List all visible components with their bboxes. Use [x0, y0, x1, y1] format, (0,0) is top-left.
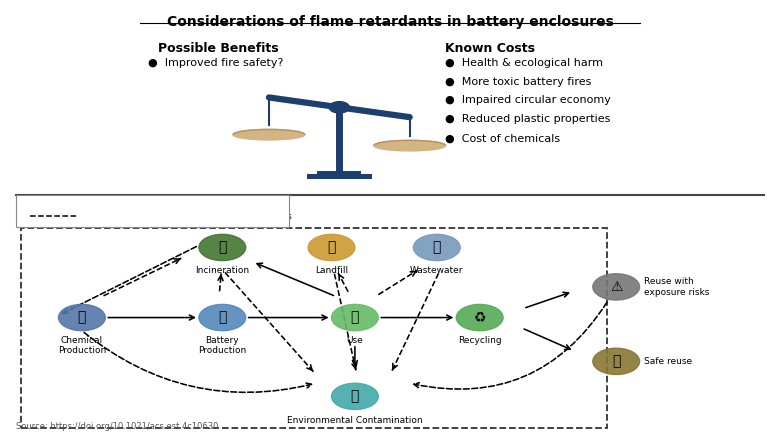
Circle shape: [332, 383, 378, 410]
Text: Use: Use: [346, 336, 363, 345]
Text: 🔥: 🔥: [218, 240, 226, 254]
Text: 🌍: 🌍: [351, 389, 359, 403]
FancyBboxPatch shape: [307, 174, 372, 179]
Circle shape: [332, 304, 378, 331]
Text: Recycling: Recycling: [458, 336, 502, 345]
Text: ⚠: ⚠: [610, 280, 622, 294]
Text: Safe reuse: Safe reuse: [644, 357, 692, 366]
FancyBboxPatch shape: [21, 228, 607, 428]
Circle shape: [413, 234, 460, 261]
Circle shape: [593, 274, 640, 300]
FancyBboxPatch shape: [317, 171, 361, 175]
Text: Source: https://doi.org/10.1021/acs.est.4c10630: Source: https://doi.org/10.1021/acs.est.…: [16, 422, 218, 431]
Text: Incineration: Incineration: [195, 266, 250, 275]
Text: ●  More toxic battery fires: ● More toxic battery fires: [445, 77, 591, 87]
Text: Reuse with
exposure risks: Reuse with exposure risks: [644, 277, 709, 297]
Text: ●  Reduced plastic properties: ● Reduced plastic properties: [445, 114, 610, 124]
Circle shape: [199, 304, 246, 331]
Text: Dashed arrow: Commonly overlooked pathways: Dashed arrow: Commonly overlooked pathwa…: [86, 212, 292, 221]
Text: ●  Impaired circular economy: ● Impaired circular economy: [445, 95, 611, 106]
Text: Possible Benefits: Possible Benefits: [158, 42, 278, 55]
Text: Known Costs: Known Costs: [445, 42, 534, 55]
Text: ♻: ♻: [473, 311, 486, 325]
Text: 🔋: 🔋: [612, 354, 620, 368]
Text: Solid arrow: Commonly considered pathways: Solid arrow: Commonly considered pathway…: [86, 199, 279, 208]
Text: ●  Health & ecological harm: ● Health & ecological harm: [445, 58, 603, 68]
Text: ●  Improved fire safety?: ● Improved fire safety?: [148, 58, 284, 68]
Circle shape: [199, 234, 246, 261]
Text: Considerations of flame retardants in battery enclosures: Considerations of flame retardants in ba…: [167, 15, 613, 29]
Circle shape: [329, 102, 349, 113]
Text: 💧: 💧: [433, 240, 441, 254]
Text: Battery
Production: Battery Production: [198, 336, 246, 355]
Circle shape: [58, 304, 105, 331]
Text: 🚜: 🚜: [328, 240, 335, 254]
Circle shape: [456, 304, 503, 331]
Text: 🔋: 🔋: [351, 311, 359, 325]
Text: 🔧: 🔧: [218, 311, 226, 325]
FancyBboxPatch shape: [16, 195, 289, 227]
Text: ●  Cost of chemicals: ● Cost of chemicals: [445, 133, 560, 143]
Text: 🏭: 🏭: [78, 311, 86, 325]
Text: Wastewater: Wastewater: [410, 266, 463, 275]
Circle shape: [308, 234, 355, 261]
Text: Environmental Contamination: Environmental Contamination: [287, 416, 423, 425]
Ellipse shape: [233, 130, 305, 140]
Text: Landfill: Landfill: [315, 266, 348, 275]
Circle shape: [593, 348, 640, 374]
Ellipse shape: [374, 140, 445, 151]
Text: Chemical
Production: Chemical Production: [58, 336, 106, 355]
